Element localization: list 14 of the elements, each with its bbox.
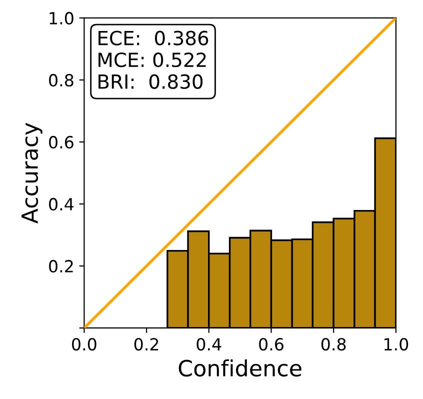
y-tick-label: 0.2 (49, 260, 73, 273)
y-tick-label: 0.8 (49, 74, 74, 87)
x-axis-title: Confidence (178, 359, 302, 377)
x-tick-label: 0.4 (196, 338, 222, 351)
x-tick-label: 0.2 (134, 338, 158, 351)
y-tick-label: 1.0 (50, 12, 74, 25)
x-tick-label: 1.0 (384, 338, 408, 351)
y-tick-label: 0.4 (49, 198, 74, 211)
annotation: ECE: 0.386 MCE: 0.522 BRI: 0.830 (98, 30, 208, 89)
x-tick-label: 0.8 (321, 338, 346, 351)
x-tick-label: 0.0 (72, 338, 96, 351)
y-tick-label: 0.6 (49, 136, 74, 149)
x-tick-label: 0.6 (259, 338, 284, 351)
y-axis-title: Accuracy (22, 122, 42, 224)
